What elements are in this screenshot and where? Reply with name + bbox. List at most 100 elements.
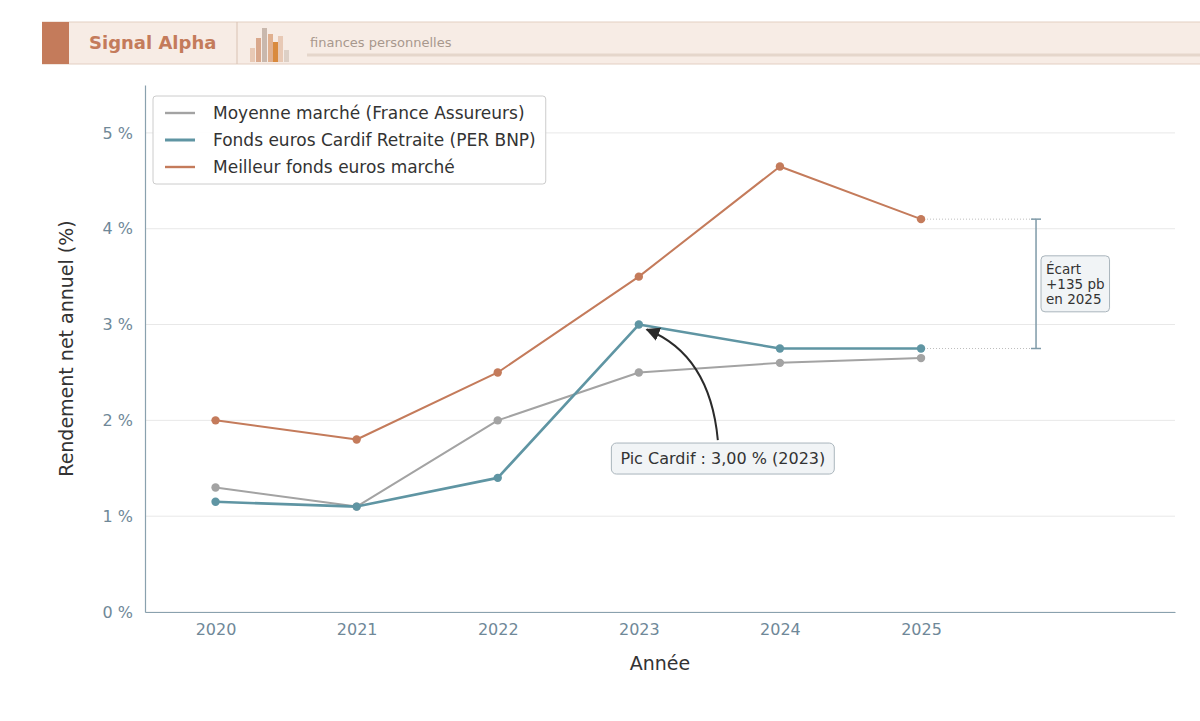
- guide-line: [927, 219, 1036, 220]
- series-point: [211, 498, 219, 506]
- series-point: [635, 320, 643, 328]
- series-point: [776, 359, 784, 367]
- header-rule: [307, 54, 1200, 57]
- series-point: [776, 162, 784, 170]
- icon-bar: [250, 48, 255, 62]
- tick-label: 3 %: [103, 315, 133, 334]
- plot: 0 %1 %2 %3 %4 %5 %2020202120222023202420…: [55, 86, 1176, 675]
- grid-line: [145, 612, 1175, 613]
- annotation-text: Écart+135 pben 2025: [1046, 261, 1105, 307]
- legend-box: [153, 96, 546, 184]
- series-line: [216, 325, 921, 507]
- legend-swatch: [165, 139, 195, 142]
- x-axis-title: Année: [630, 652, 690, 674]
- y-tick: 2 %: [103, 411, 145, 430]
- tick-label: 4 %: [103, 219, 133, 238]
- legend-swatch: [165, 112, 195, 114]
- series-point: [494, 416, 502, 424]
- tick-label: 5 %: [103, 124, 133, 143]
- tick-label: 2021: [337, 620, 378, 639]
- icon-bar: [262, 28, 267, 62]
- brand: Signal Alpha: [89, 32, 216, 53]
- tick-label: 0 %: [103, 603, 133, 622]
- annotation-box: [1041, 256, 1110, 312]
- series-line: [216, 358, 921, 507]
- chart: Signal Alpha finances personnelles 0 % 1 % 2…: [0, 0, 1200, 721]
- x-axis: 2020 2021 2022 2023 2024 2025: [146, 612, 1176, 639]
- grid-line: [145, 324, 1175, 325]
- x-tick: 2020: [196, 612, 237, 639]
- series-point: [776, 344, 784, 352]
- annotation-box: [611, 443, 834, 474]
- x-tick: 2024: [760, 612, 801, 639]
- bracket-cap: [1031, 218, 1041, 220]
- y-tick: 0 %: [103, 603, 145, 622]
- x-tick: 2025: [901, 612, 942, 639]
- series-point: [635, 272, 643, 280]
- header-accent: [42, 22, 69, 64]
- annotation-arrow: [647, 330, 718, 440]
- series-point: [494, 368, 502, 376]
- bracket-cap: [1031, 348, 1041, 350]
- series-point: [352, 502, 360, 510]
- tick-label: 2022: [478, 620, 519, 639]
- annotation: Pic Cardif : 3,00 % (2023): [611, 330, 834, 474]
- header-separator: [237, 22, 238, 64]
- gap-bracket: Écart+135 pben 2025: [927, 219, 1110, 348]
- icon-bar: [278, 36, 283, 62]
- series-point: [917, 215, 925, 223]
- tagline: finances personnelles: [310, 35, 452, 50]
- legend-label: Fonds euros Cardif Retraite (PER BNP): [213, 130, 536, 150]
- axis-line: [146, 612, 1176, 613]
- guide-line: [927, 348, 1036, 349]
- data-layer: [211, 162, 925, 511]
- tick-label: 2 %: [103, 411, 133, 430]
- x-tick: 2022: [478, 612, 519, 639]
- x-tick: 2021: [337, 612, 378, 639]
- tick-label: 1 %: [103, 507, 133, 526]
- icon-bar: [284, 50, 289, 62]
- legend-swatch: [165, 166, 195, 168]
- grid-line: [145, 420, 1175, 421]
- grid-line: [145, 228, 1175, 229]
- series-point: [211, 483, 219, 491]
- icon-bar: [268, 34, 273, 62]
- header: Signal Alpha finances personnelles: [42, 22, 1200, 64]
- icon-bar: [273, 42, 278, 62]
- y-tick: 4 %: [103, 219, 145, 238]
- tick-label: 2023: [619, 620, 660, 639]
- icon-bar: [256, 38, 261, 62]
- grid-line: [145, 516, 1175, 517]
- grid: [145, 133, 1175, 612]
- y-tick: 5 %: [103, 124, 145, 143]
- header-border: [42, 22, 1200, 23]
- series-point: [494, 474, 502, 482]
- series-point: [211, 416, 219, 424]
- legend: Moyenne marché (France Assureurs) Fonds e…: [153, 96, 546, 184]
- series-point: [352, 435, 360, 443]
- series-line: [216, 166, 921, 439]
- bracket-line: [1035, 219, 1037, 348]
- header-icon: [250, 28, 289, 62]
- series-point: [917, 354, 925, 362]
- x-tick: 2023: [619, 612, 660, 639]
- series-point: [917, 344, 925, 352]
- series-point: [635, 368, 643, 376]
- y-axis: 0 % 1 % 2 % 3 % 4 % 5 %: [103, 86, 146, 622]
- annotation-line: en 2025: [1046, 291, 1102, 307]
- tick-label: 2025: [901, 620, 942, 639]
- legend-label: Moyenne marché (France Assureurs): [213, 103, 525, 123]
- header-band: [42, 22, 1200, 64]
- tick-label: 2020: [196, 620, 237, 639]
- y-axis-title: Rendement net annuel (%): [55, 220, 77, 476]
- annotation-line: +135 pb: [1046, 276, 1105, 292]
- annotation-line: Écart: [1046, 261, 1081, 277]
- legend-label: Meilleur fonds euros marché: [213, 157, 455, 177]
- axis-line: [145, 86, 146, 613]
- y-tick: 1 %: [103, 507, 145, 526]
- annotation-text: Pic Cardif : 3,00 % (2023): [620, 449, 825, 468]
- y-tick: 3 %: [103, 315, 145, 334]
- series-point: [352, 502, 360, 510]
- tick-label: 2024: [760, 620, 801, 639]
- header-border: [42, 64, 1200, 65]
